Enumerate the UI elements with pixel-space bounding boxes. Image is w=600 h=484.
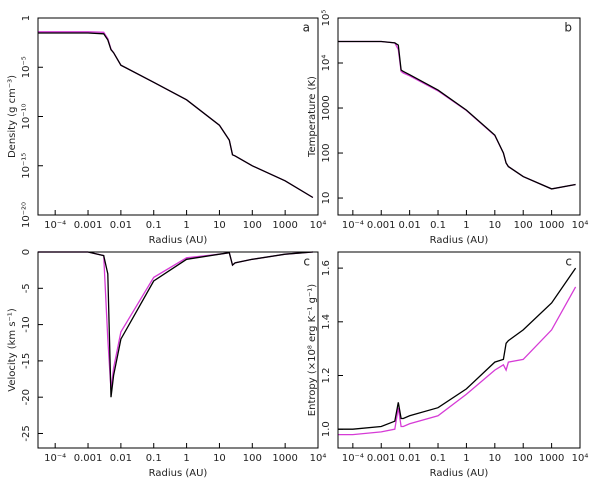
x-tick-label: 0.001 — [367, 220, 396, 231]
x-tick-label: 10 — [488, 220, 501, 231]
y-tick-label: 1.4 — [321, 314, 332, 330]
plot-frame — [37, 251, 319, 449]
x-tick-label: 10⁻⁴ — [342, 220, 364, 231]
y-tick-label: 10⁻¹⁵ — [21, 153, 32, 179]
x-tick-label: 0.01 — [399, 453, 421, 464]
y-tick-label: -10 — [21, 316, 32, 332]
x-tick-label: 0.01 — [399, 220, 421, 231]
x-tick-label: 10⁴ — [572, 220, 589, 231]
y-tick-label: 10⁴ — [321, 55, 332, 72]
x-tick-label: 1000 — [272, 453, 297, 464]
y-tick-label: 1.0 — [321, 421, 332, 437]
y-tick-label: -15 — [21, 353, 32, 369]
x-tick-label: 0.01 — [110, 220, 132, 231]
x-tick-label: 1000 — [539, 453, 564, 464]
y-axis-label: Entropy (×10⁸ erg K⁻¹ g⁻¹) — [307, 284, 318, 416]
x-tick-label: 0.1 — [430, 453, 446, 464]
y-tick-label: 0 — [21, 249, 32, 255]
y-tick-label: 1 — [21, 15, 32, 21]
y-tick-label: -20 — [21, 389, 32, 405]
y-tick-label: 10⁵ — [321, 10, 332, 27]
plot-frame — [337, 17, 581, 216]
x-tick-label: 0.001 — [367, 453, 396, 464]
y-tick-label: 10 — [321, 192, 332, 205]
x-tick-label: 0.1 — [146, 453, 162, 464]
x-tick-label: 10⁻⁴ — [342, 453, 364, 464]
x-tick-label: 100 — [514, 453, 533, 464]
x-tick-label: 10⁻⁴ — [44, 220, 66, 231]
y-axis-label: Velocity (km s⁻¹) — [7, 308, 18, 392]
data-line — [38, 251, 313, 398]
data-line — [38, 32, 314, 199]
x-tick-label: 10⁻⁴ — [44, 453, 66, 464]
y-tick-label: -5 — [21, 283, 32, 293]
x-tick-label: 10⁴ — [310, 220, 327, 231]
x-tick-label: 1 — [463, 453, 469, 464]
panel-label: a — [303, 21, 310, 35]
x-axis-label: Radius (AU) — [149, 235, 208, 246]
x-tick-label: 1 — [183, 220, 189, 231]
x-tick-label: 0.001 — [74, 453, 103, 464]
x-tick-label: 0.1 — [430, 220, 446, 231]
data-line — [338, 40, 576, 190]
x-tick-label: 100 — [243, 453, 262, 464]
x-axis-label: Radius (AU) — [430, 235, 489, 246]
y-axis-label: Density (g cm⁻³) — [7, 75, 18, 158]
x-tick-label: 100 — [514, 220, 533, 231]
y-tick-label: 1000 — [321, 95, 332, 120]
x-tick-label: 1000 — [539, 220, 564, 231]
data-line — [338, 267, 577, 430]
plot-frame — [337, 251, 581, 449]
y-tick-label: 1.2 — [321, 368, 332, 384]
x-tick-label: 100 — [243, 220, 262, 231]
y-tick-label: 10⁻¹⁰ — [21, 103, 32, 129]
x-tick-label: 1 — [463, 220, 469, 231]
plot-frame — [37, 17, 319, 216]
x-axis-label: Radius (AU) — [430, 468, 489, 479]
x-tick-label: 0.01 — [110, 453, 132, 464]
panel-label: c — [303, 255, 310, 269]
x-tick-label: 10⁴ — [310, 453, 327, 464]
data-line — [338, 286, 577, 436]
panel-label: b — [564, 21, 572, 35]
x-tick-label: 1 — [183, 453, 189, 464]
x-tick-label: 10 — [488, 453, 501, 464]
data-line — [38, 251, 313, 390]
y-tick-label: -25 — [21, 425, 32, 441]
x-tick-label: 0.001 — [74, 220, 103, 231]
x-tick-label: 0.1 — [146, 220, 162, 231]
y-tick-label: 10⁻⁵ — [21, 56, 32, 78]
x-tick-label: 10⁴ — [572, 453, 589, 464]
data-line — [338, 40, 576, 190]
y-tick-label: 100 — [321, 143, 332, 162]
x-tick-label: 10 — [213, 220, 226, 231]
data-line — [38, 31, 314, 199]
y-tick-label: 1.6 — [321, 260, 332, 276]
x-tick-label: 1000 — [272, 220, 297, 231]
x-axis-label: Radius (AU) — [149, 468, 208, 479]
y-tick-label: 10⁻²⁰ — [21, 202, 32, 228]
y-axis-label: Temperature (K) — [307, 76, 318, 158]
x-tick-label: 10 — [213, 453, 226, 464]
panel-label: c — [565, 255, 572, 269]
